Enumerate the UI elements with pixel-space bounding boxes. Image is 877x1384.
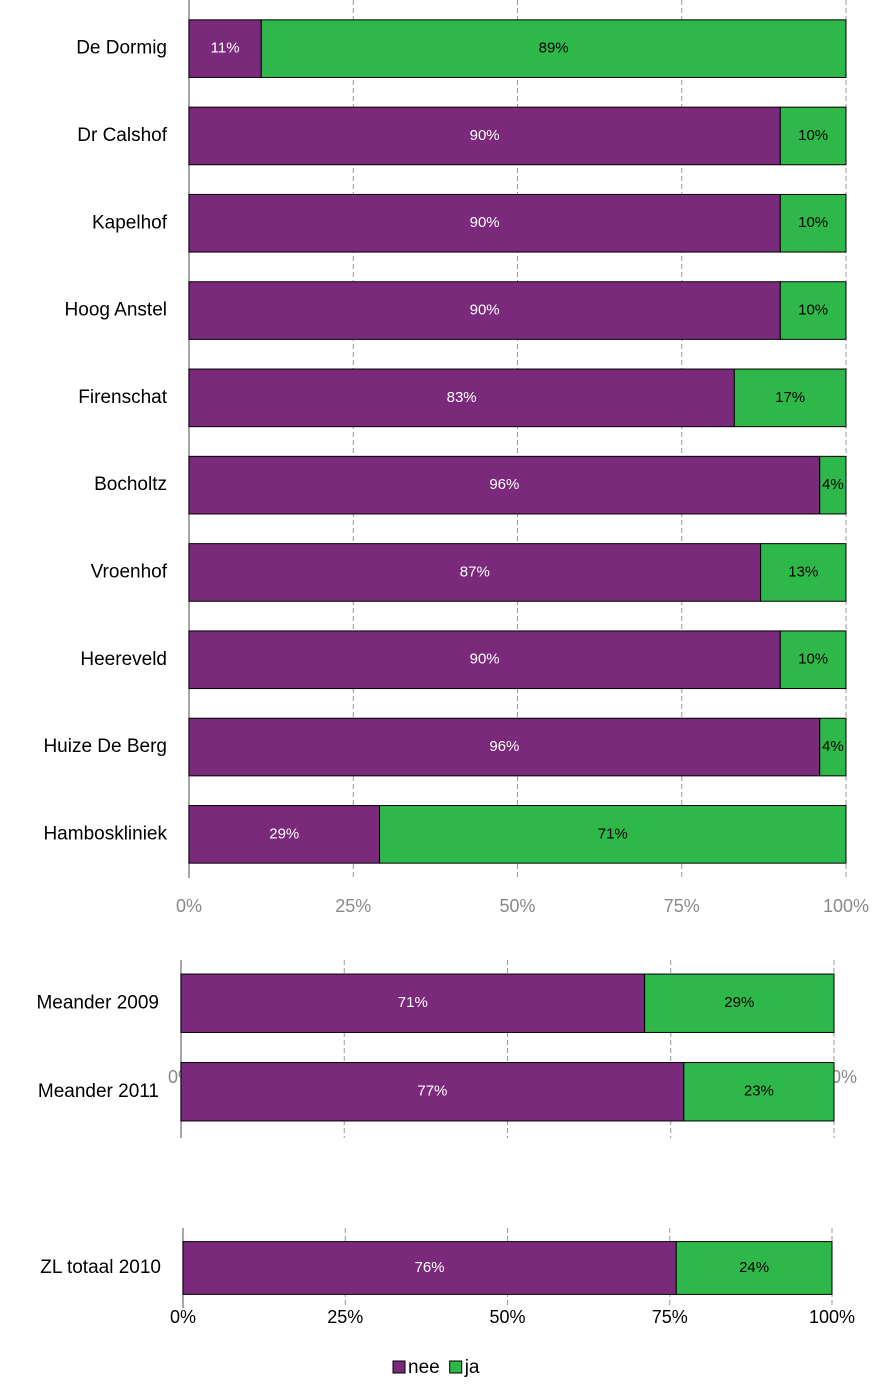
category-label: Heereveld xyxy=(80,649,167,670)
value-label: 90% xyxy=(470,214,500,231)
value-label: 89% xyxy=(539,40,569,57)
value-label: 77% xyxy=(417,1083,447,1100)
value-label: 10% xyxy=(798,214,828,231)
value-label: 13% xyxy=(788,563,818,580)
bar-segment xyxy=(733,368,847,428)
category-label: Kapelhof xyxy=(92,212,168,233)
value-label: 96% xyxy=(489,738,519,755)
legend-swatch xyxy=(392,1360,406,1374)
bar-segment xyxy=(779,193,847,253)
legend-swatch xyxy=(449,1360,463,1374)
bar-segment xyxy=(819,717,847,777)
bar-segment xyxy=(180,973,646,1033)
category-label: Bocholtz xyxy=(94,474,167,495)
x-tick-label: 25% xyxy=(335,896,371,916)
bar-segment xyxy=(188,368,735,428)
value-label: 10% xyxy=(798,302,828,319)
value-label: 83% xyxy=(447,389,477,406)
bar-segment xyxy=(188,717,821,777)
value-label: 71% xyxy=(598,825,628,842)
value-label: 71% xyxy=(398,994,428,1011)
x-tick-label: 0% xyxy=(170,1307,196,1327)
x-tick-label: 100% xyxy=(823,896,869,916)
value-label: 4% xyxy=(822,476,844,493)
bar-segment xyxy=(683,1062,835,1122)
category-label: ZL totaal 2010 xyxy=(40,1257,161,1278)
category-label: Meander 2009 xyxy=(36,992,159,1013)
x-tick-label: 75% xyxy=(664,896,700,916)
legend-label: ja xyxy=(464,1357,480,1378)
category-label: Firenschat xyxy=(78,387,167,408)
value-label: 87% xyxy=(460,563,490,580)
bar-segment xyxy=(188,543,762,602)
bar-segment xyxy=(188,630,781,690)
value-label: 11% xyxy=(211,40,240,57)
value-label: 17% xyxy=(775,389,805,406)
x-tick-label: 50% xyxy=(499,896,535,916)
value-label: 76% xyxy=(415,1259,445,1276)
value-label: 90% xyxy=(470,302,500,319)
legend-label: nee xyxy=(408,1357,440,1378)
x-tick-label: 0% xyxy=(176,896,202,916)
bar-segment xyxy=(188,805,381,864)
value-label: 29% xyxy=(269,825,299,842)
bar-segment xyxy=(779,106,847,166)
value-label: 90% xyxy=(470,127,500,144)
x-tick-label: 25% xyxy=(327,1307,363,1327)
value-label: 96% xyxy=(489,476,519,493)
value-label: 4% xyxy=(822,738,844,755)
bar-segment xyxy=(188,106,781,166)
category-label: Meander 2011 xyxy=(38,1081,159,1102)
bar-segment xyxy=(819,455,847,515)
value-label: 10% xyxy=(798,127,828,144)
bar-segment xyxy=(760,543,847,602)
value-label: 23% xyxy=(744,1083,774,1100)
value-label: 29% xyxy=(724,994,754,1011)
value-label: 90% xyxy=(470,651,500,668)
value-label: 10% xyxy=(798,651,828,668)
category-label: Dr Calshof xyxy=(77,125,167,146)
bar-segment xyxy=(779,281,847,340)
bar-segment xyxy=(675,1241,833,1295)
category-label: Huize De Berg xyxy=(43,736,167,757)
bar-segment xyxy=(188,19,262,78)
bar-segment xyxy=(188,281,781,340)
x-tick-label: 100% xyxy=(809,1307,855,1327)
bar-segment xyxy=(644,973,835,1033)
x-tick-label: 50% xyxy=(489,1307,525,1327)
value-label: 24% xyxy=(739,1259,769,1276)
category-label: Hamboskliniek xyxy=(43,823,167,844)
category-label: Hoog Anstel xyxy=(65,300,167,321)
category-label: Vroenhof xyxy=(91,561,168,582)
category-label: De Dormig xyxy=(76,38,167,59)
bar-segment xyxy=(182,1241,677,1295)
bar-segment xyxy=(779,630,847,690)
bar-segment xyxy=(260,19,847,78)
bar-segment xyxy=(379,805,847,864)
bar-segment xyxy=(180,1062,685,1122)
x-tick-label: 75% xyxy=(652,1307,688,1327)
